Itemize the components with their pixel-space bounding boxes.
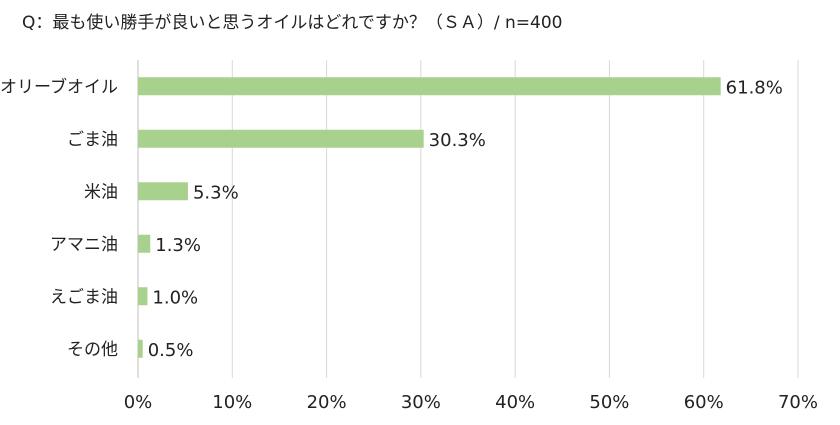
data-label: 0.5% <box>148 340 194 361</box>
bar <box>138 339 143 358</box>
category-label: その他 <box>67 340 118 360</box>
x-tick-label: 50% <box>589 392 629 413</box>
bar <box>138 287 148 306</box>
chart-title: Q：最も使い勝手が良いと思うオイルはどれですか？（ＳＡ）/ n=400 <box>22 13 563 33</box>
bar <box>138 234 151 253</box>
data-label: 5.3% <box>193 182 239 203</box>
x-tick-label: 30% <box>401 392 441 413</box>
category-label: 米油 <box>84 182 118 202</box>
x-tick-label: 40% <box>495 392 535 413</box>
data-label: 61.8% <box>726 77 783 98</box>
x-tick-label: 10% <box>212 392 252 413</box>
x-axis-tick-labels: 0% 10% 20% 30% 40% 50% 60% 70% <box>124 392 818 413</box>
bar <box>138 129 424 148</box>
data-label: 30.3% <box>429 130 486 151</box>
value-labels: 61.8% 30.3% 5.3% 1.3% 1.0% 0.5% <box>148 77 783 361</box>
category-label: えごま油 <box>50 287 118 307</box>
data-label: 1.0% <box>152 287 198 308</box>
x-tick-label: 20% <box>307 392 347 413</box>
category-label: ごま油 <box>67 130 118 150</box>
bar <box>138 182 188 201</box>
gridlines <box>137 60 799 378</box>
x-tick-label: 0% <box>124 392 153 413</box>
category-label: オリーブオイル <box>0 76 118 97</box>
bars <box>138 77 721 358</box>
x-tick-label: 70% <box>778 392 818 413</box>
category-label: アマニ油 <box>50 235 118 255</box>
x-tick-label: 60% <box>684 392 724 413</box>
bar <box>138 77 721 96</box>
data-label: 1.3% <box>155 235 201 256</box>
